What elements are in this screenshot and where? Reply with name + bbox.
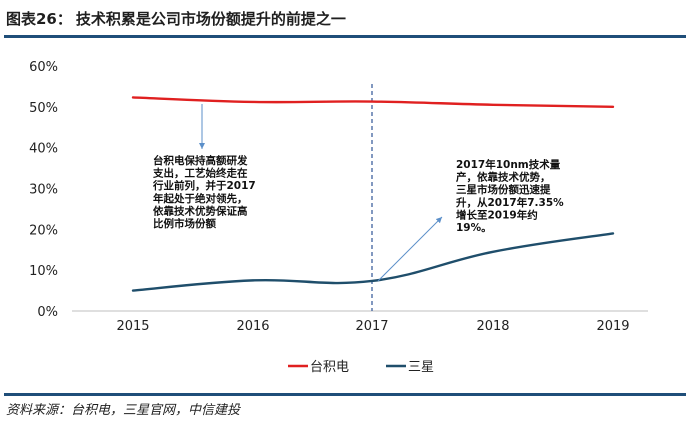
figure-title: 图表26： 技术积累是公司市场份额提升的前提之一 [6, 6, 346, 32]
y-tick-label: 60% [29, 60, 58, 75]
series-line-0 [131, 96, 615, 109]
y-axis: 0% 10% 20% 30% 40% 50% 60% [29, 60, 58, 320]
y-tick-label: 20% [29, 223, 58, 238]
x-tick-label: 2015 [116, 319, 149, 334]
title-divider [4, 35, 686, 38]
x-tick-label: 2019 [596, 319, 629, 334]
series-line-1 [131, 232, 615, 292]
legend-label-1: 三星 [408, 360, 434, 375]
y-tick-label: 10% [29, 264, 58, 279]
x-tick-label: 2018 [476, 319, 509, 334]
x-tick-label: 2017 [355, 319, 388, 334]
legend-label-0: 台积电 [310, 360, 349, 375]
legend: 台积电 三星 [288, 360, 434, 375]
annotation-text: 台积电保持高额研发支出，工艺始终走在行业前列，并于2017 年起处于绝对领先，依靠… [152, 154, 256, 230]
figure-label: 图表26： [6, 10, 72, 28]
y-tick-label: 50% [29, 101, 58, 116]
footer-divider [4, 393, 686, 396]
figure-title-text: 技术积累是公司市场份额提升的前提之一 [75, 10, 346, 28]
y-tick-label: 0% [37, 305, 58, 320]
x-tick-label: 2016 [236, 319, 269, 334]
annotation-text: 2017年10nm技术量产，依靠技术优势，三星市场份额迅速提升，从2017年7.… [456, 158, 564, 234]
annotations: 台积电保持高额研发支出，工艺始终走在行业前列，并于2017 年起处于绝对领先，依靠… [152, 104, 564, 282]
y-tick-label: 40% [29, 142, 58, 157]
series-lines [131, 96, 615, 292]
x-axis: 2015 2016 2017 2018 2019 [72, 310, 648, 334]
source-note: 资料来源：台积电，三星官网，中信建投 [6, 403, 241, 418]
annotation-arrow [377, 216, 443, 282]
y-tick-label: 30% [29, 183, 58, 198]
